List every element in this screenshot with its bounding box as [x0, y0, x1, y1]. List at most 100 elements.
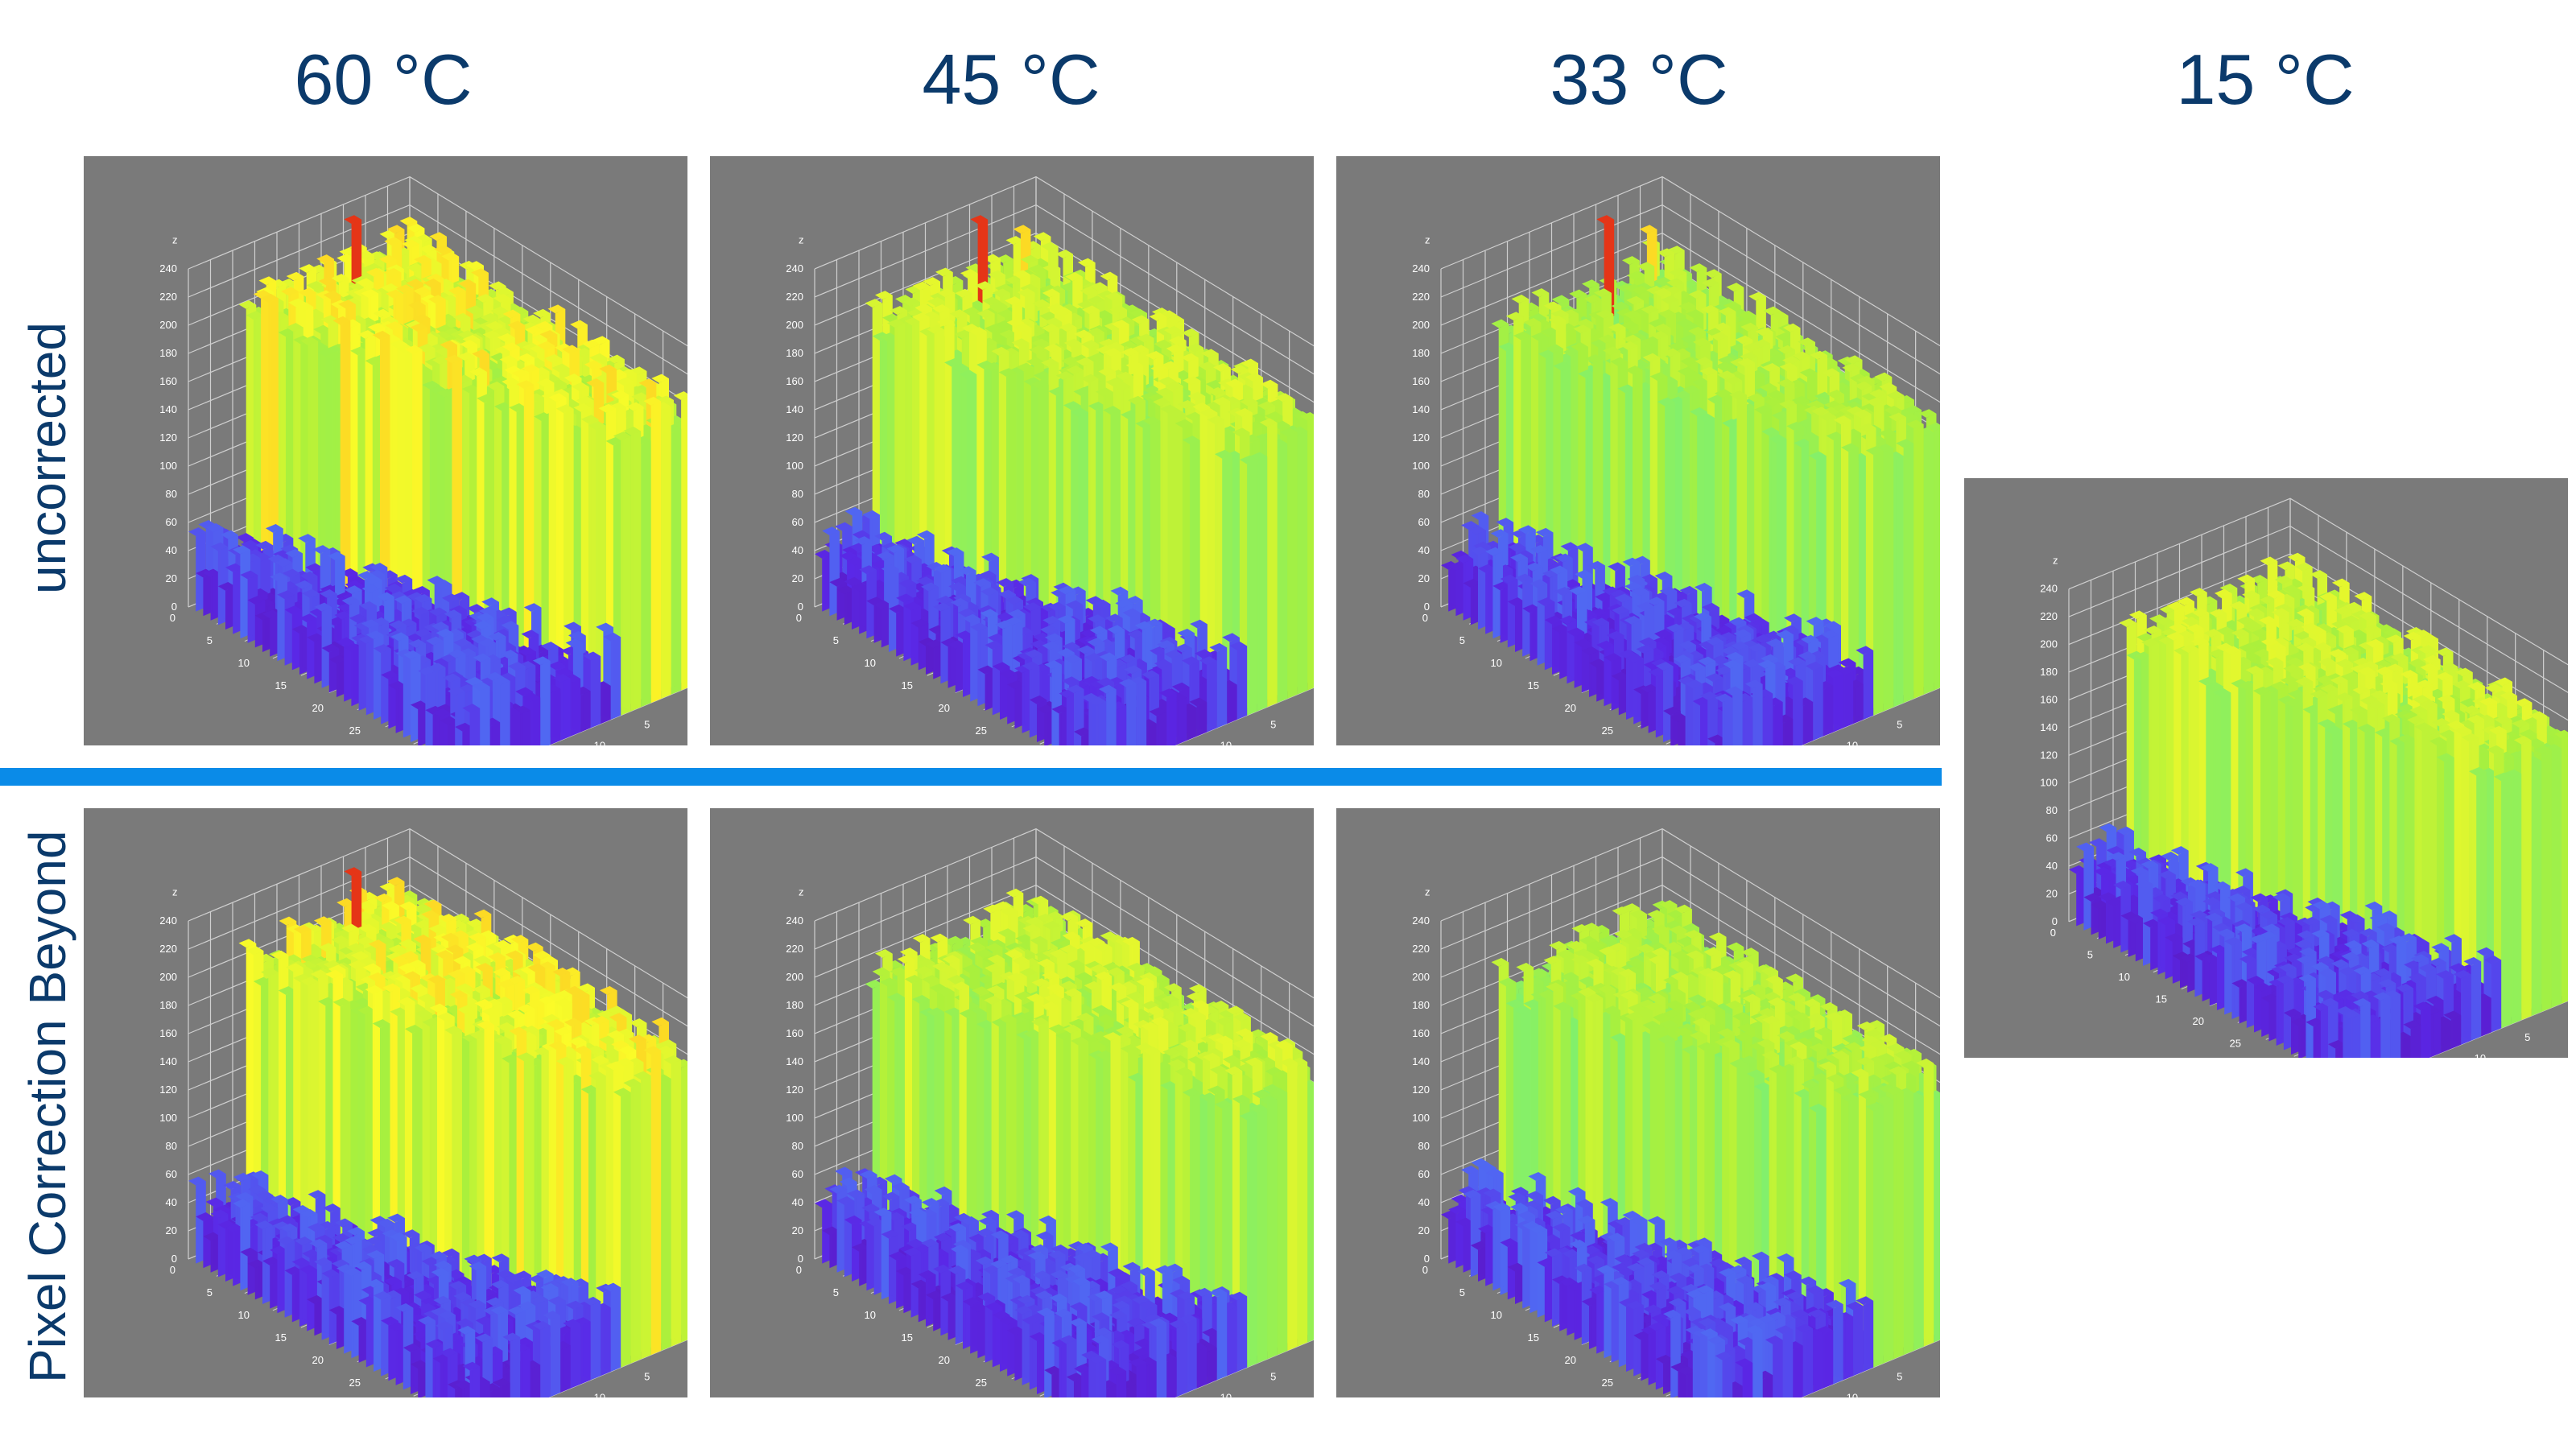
bar-top — [350, 346, 368, 356]
bar-top — [353, 287, 371, 297]
bar-top — [404, 345, 423, 354]
bar-top — [1104, 613, 1123, 623]
bar-top — [1089, 625, 1108, 635]
bar-side — [1269, 418, 1278, 704]
chart-ticks: z240220200180160140120100806040200051015… — [786, 234, 1276, 746]
bar-top — [414, 594, 432, 603]
bar-top — [1241, 358, 1258, 368]
bar-top — [502, 309, 521, 319]
bar-top — [1110, 586, 1129, 596]
bar-top — [466, 604, 485, 613]
bar-side — [1259, 452, 1268, 708]
bar-top — [367, 323, 386, 332]
bar-top — [1047, 601, 1066, 611]
bar-top — [394, 595, 412, 605]
bar-top — [1158, 376, 1176, 386]
bar-top — [835, 522, 852, 531]
bar-top — [1134, 621, 1153, 630]
bar-top — [388, 680, 407, 690]
bar-top — [395, 284, 414, 294]
bar-top — [458, 279, 477, 288]
bar-top — [1039, 312, 1058, 320]
bar-top — [295, 302, 314, 312]
x-tick-label: 25 — [976, 724, 987, 737]
bar-side — [1299, 426, 1308, 691]
bar-top — [325, 351, 343, 361]
bar-top — [356, 278, 374, 287]
bar-top — [1235, 408, 1253, 417]
bar-top — [341, 596, 360, 605]
bar-top — [1174, 643, 1192, 653]
bar-top — [267, 554, 286, 564]
bar-top — [488, 632, 506, 641]
bar-top — [926, 562, 944, 571]
bar-top — [288, 298, 306, 308]
bar-top — [1041, 358, 1059, 368]
bar-top — [466, 261, 484, 270]
bar-top — [854, 536, 872, 545]
bar-top — [383, 267, 402, 277]
bar-top — [270, 572, 287, 582]
bar-side — [502, 676, 510, 745]
bar-top — [1063, 401, 1081, 411]
bar-top — [453, 638, 471, 647]
bar-top — [1081, 675, 1100, 685]
x-tick-label: 10 — [238, 657, 250, 669]
z-tick-label: 20 — [166, 572, 177, 584]
bar-top — [1034, 370, 1051, 380]
bar-top — [1005, 596, 1023, 605]
bar-top — [533, 308, 551, 318]
bar-top — [1113, 382, 1131, 391]
bar-top — [969, 327, 987, 336]
bar-top — [312, 545, 331, 554]
bar-top — [261, 294, 279, 303]
bar-top — [320, 589, 337, 598]
bar-top — [1186, 343, 1204, 353]
bar-top — [1028, 264, 1046, 274]
bar-top — [411, 606, 430, 616]
bar-top — [921, 582, 939, 592]
bar-top — [419, 244, 437, 254]
bar-top — [552, 674, 571, 683]
bar-top — [395, 649, 414, 658]
bar-top — [822, 526, 840, 536]
bar-top — [598, 403, 617, 413]
y-tick-label: 10 — [594, 739, 605, 745]
bar-top — [1238, 372, 1256, 381]
bar-top — [580, 415, 599, 424]
column-title-33: 33 °C — [1550, 39, 1728, 119]
column-title-15: 15 °C — [2176, 39, 2355, 119]
bar-top — [1121, 348, 1139, 357]
bar-top — [238, 300, 257, 309]
bar-top — [952, 363, 969, 373]
bar-top — [890, 306, 908, 315]
z-tick-label: 180 — [786, 347, 803, 359]
bar-top — [1149, 312, 1167, 321]
bar-top — [844, 576, 862, 586]
bar-top — [522, 342, 540, 352]
bar-top — [910, 618, 929, 628]
bar-top — [1185, 411, 1203, 421]
bar-top — [298, 287, 316, 297]
bar-top — [1119, 654, 1137, 663]
bar-top — [548, 661, 566, 671]
bar-top — [1017, 287, 1035, 297]
z-tick-label: 200 — [159, 319, 177, 331]
bar-top — [1006, 318, 1025, 328]
bar-top — [492, 676, 510, 686]
bar-top — [631, 392, 649, 402]
bar-top — [1040, 284, 1058, 294]
bar-top — [448, 687, 465, 696]
bar-top — [926, 639, 943, 649]
bar-top — [413, 287, 431, 295]
bar-top — [1033, 232, 1051, 242]
bar-top — [962, 307, 980, 316]
bar-top — [414, 628, 431, 638]
bar-top — [976, 360, 994, 369]
bar-top — [407, 300, 426, 310]
z-axis-label: z — [799, 234, 804, 246]
bar-top — [1055, 250, 1073, 258]
bar-top — [954, 329, 972, 339]
bar-top — [1081, 340, 1100, 349]
bar-top — [1213, 363, 1231, 372]
